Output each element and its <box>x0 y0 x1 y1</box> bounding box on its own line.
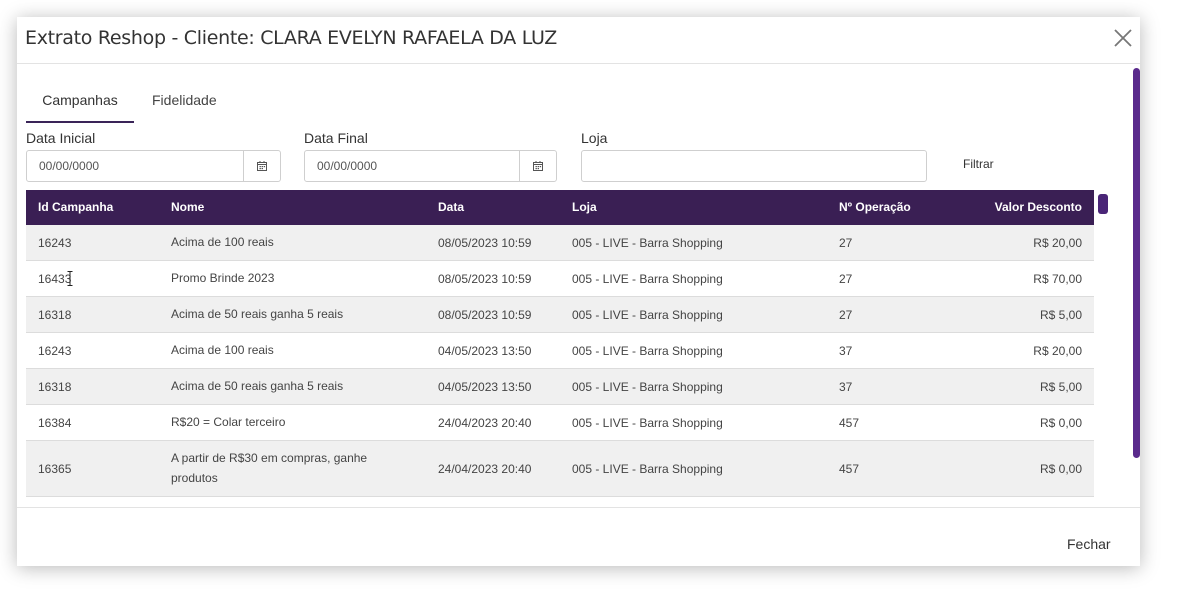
dialog-scrollbar[interactable] <box>1133 68 1140 458</box>
cell-loja: 005 - LIVE - Barra Shopping <box>572 236 723 250</box>
cell-operacao: 457 <box>839 462 860 476</box>
table-row[interactable]: 16384 R$20 = Colar terceiro 24/04/2023 2… <box>26 405 1094 441</box>
cell-operacao: 37 <box>839 380 853 394</box>
column-header-valor[interactable]: Valor Desconto <box>994 200 1082 214</box>
data-final-label: Data Final <box>304 130 368 146</box>
data-final-value[interactable]: 00/00/0000 <box>317 159 378 173</box>
loja-label: Loja <box>581 130 608 146</box>
table-row[interactable]: 16318 Acima de 50 reais ganha 5 reais 08… <box>26 297 1094 333</box>
column-header-id[interactable]: Id Campanha <box>38 200 114 214</box>
data-final-field[interactable]: 00/00/0000 <box>304 150 557 182</box>
cell-nome: Promo Brinde 2023 <box>171 271 275 285</box>
cell-operacao: 27 <box>839 236 853 250</box>
table-header: Id Campanha Nome Data Loja Nº Operação V… <box>26 190 1094 225</box>
cell-data: 04/05/2023 13:50 <box>438 344 532 358</box>
cell-id: 16243 <box>38 236 72 250</box>
data-inicial-value[interactable]: 00/00/0000 <box>39 159 100 173</box>
cell-data: 24/04/2023 20:40 <box>438 416 532 430</box>
cell-loja: 005 - LIVE - Barra Shopping <box>572 380 723 394</box>
table-scrollbar-thumb[interactable] <box>1098 194 1108 214</box>
loja-field[interactable] <box>581 150 927 182</box>
cell-operacao: 457 <box>839 416 860 430</box>
filtrar-button[interactable]: Filtrar <box>963 157 994 171</box>
cell-valor: R$ 0,00 <box>1039 462 1082 476</box>
dialog-footer: Fechar <box>17 507 1140 567</box>
data-inicial-label: Data Inicial <box>26 130 96 146</box>
cell-id: 16433 <box>38 272 72 286</box>
cell-data: 04/05/2023 13:50 <box>438 380 532 394</box>
cell-loja: 005 - LIVE - Barra Shopping <box>572 416 723 430</box>
cell-nome: A partir de R$30 em compras, ganhe produ… <box>171 451 368 485</box>
cell-data: 24/04/2023 20:40 <box>438 462 532 476</box>
cell-data: 08/05/2023 10:59 <box>438 236 532 250</box>
cell-valor: R$ 5,00 <box>1039 308 1082 322</box>
calendar-icon[interactable] <box>243 151 280 181</box>
cell-operacao: 37 <box>839 344 853 358</box>
table-row[interactable]: 16365 A partir de R$30 em compras, ganhe… <box>26 441 1094 497</box>
cell-id: 16384 <box>38 416 72 430</box>
column-header-data[interactable]: Data <box>438 200 465 214</box>
cell-valor: R$ 20,00 <box>1033 236 1082 250</box>
table-row[interactable]: 16318 Acima de 50 reais ganha 5 reais 04… <box>26 369 1094 405</box>
cell-loja: 005 - LIVE - Barra Shopping <box>572 462 723 476</box>
cell-loja: 005 - LIVE - Barra Shopping <box>572 272 723 286</box>
tab-campanhas[interactable]: Campanhas <box>26 87 134 123</box>
cell-data: 08/05/2023 10:59 <box>438 308 532 322</box>
cell-valor: R$ 0,00 <box>1039 416 1082 430</box>
fechar-button[interactable]: Fechar <box>1067 536 1111 552</box>
table-row[interactable]: 16243 Acima de 100 reais 08/05/2023 10:5… <box>26 225 1094 261</box>
close-icon[interactable] <box>1112 27 1134 49</box>
cell-data: 08/05/2023 10:59 <box>438 272 532 286</box>
cell-valor: R$ 5,00 <box>1039 380 1082 394</box>
cell-nome: Acima de 50 reais ganha 5 reais <box>171 379 344 393</box>
cell-id: 16318 <box>38 308 72 322</box>
table-row[interactable]: 16433 Promo Brinde 2023 08/05/2023 10:59… <box>26 261 1094 297</box>
dialog-header: Extrato Reshop - Cliente: CLARA EVELYN R… <box>17 17 1140 64</box>
column-header-nome[interactable]: Nome <box>171 200 205 214</box>
column-header-loja[interactable]: Loja <box>572 200 597 214</box>
cell-operacao: 27 <box>839 308 853 322</box>
cell-loja: 005 - LIVE - Barra Shopping <box>572 308 723 322</box>
cell-valor: R$ 20,00 <box>1033 344 1082 358</box>
text-cursor-icon <box>67 271 73 286</box>
column-header-operacao[interactable]: Nº Operação <box>839 200 911 214</box>
cell-valor: R$ 70,00 <box>1033 272 1082 286</box>
cell-nome: Acima de 100 reais <box>171 343 274 357</box>
dialog-title: Extrato Reshop - Cliente: CLARA EVELYN R… <box>25 27 558 49</box>
cell-nome: Acima de 50 reais ganha 5 reais <box>171 307 344 321</box>
cell-id: 16365 <box>38 462 72 476</box>
cell-loja: 005 - LIVE - Barra Shopping <box>572 344 723 358</box>
cell-id: 16318 <box>38 380 72 394</box>
campanhas-table: Id Campanha Nome Data Loja Nº Operação V… <box>26 190 1094 500</box>
cell-nome: R$20 = Colar terceiro <box>171 415 286 429</box>
table-row[interactable]: 16243 Acima de 100 reais 04/05/2023 13:5… <box>26 333 1094 369</box>
cell-nome: Acima de 100 reais <box>171 235 274 249</box>
calendar-icon[interactable] <box>519 151 556 181</box>
data-inicial-field[interactable]: 00/00/0000 <box>26 150 281 182</box>
cell-id: 16243 <box>38 344 72 358</box>
cell-operacao: 27 <box>839 272 853 286</box>
tab-fidelidade[interactable]: Fidelidade <box>152 92 217 108</box>
extrato-dialog: Extrato Reshop - Cliente: CLARA EVELYN R… <box>17 17 1140 566</box>
